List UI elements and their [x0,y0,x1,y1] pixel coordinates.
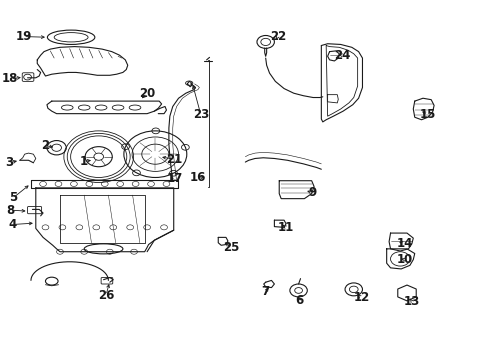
Text: 17: 17 [166,172,183,185]
Text: 8: 8 [6,204,14,217]
Text: 14: 14 [396,237,412,250]
Text: 19: 19 [16,30,32,43]
Text: 20: 20 [139,87,155,100]
Text: 26: 26 [98,289,114,302]
Text: 4: 4 [9,218,17,231]
Text: 10: 10 [396,253,412,266]
Text: 6: 6 [295,294,303,307]
Text: 5: 5 [9,192,17,204]
Text: 2: 2 [41,139,49,152]
Text: 25: 25 [222,241,239,254]
Text: 16: 16 [189,171,205,184]
Text: 24: 24 [333,49,349,62]
Text: 12: 12 [353,291,369,304]
Text: 23: 23 [192,108,208,121]
Text: 9: 9 [307,186,316,199]
Text: 18: 18 [2,72,18,85]
Text: 3: 3 [5,156,13,169]
Text: 13: 13 [403,295,419,308]
Text: 21: 21 [166,153,183,166]
Text: 1: 1 [80,155,88,168]
Text: 11: 11 [277,221,293,234]
Text: 22: 22 [269,30,285,43]
Text: 15: 15 [419,108,435,121]
Text: 7: 7 [261,285,269,298]
